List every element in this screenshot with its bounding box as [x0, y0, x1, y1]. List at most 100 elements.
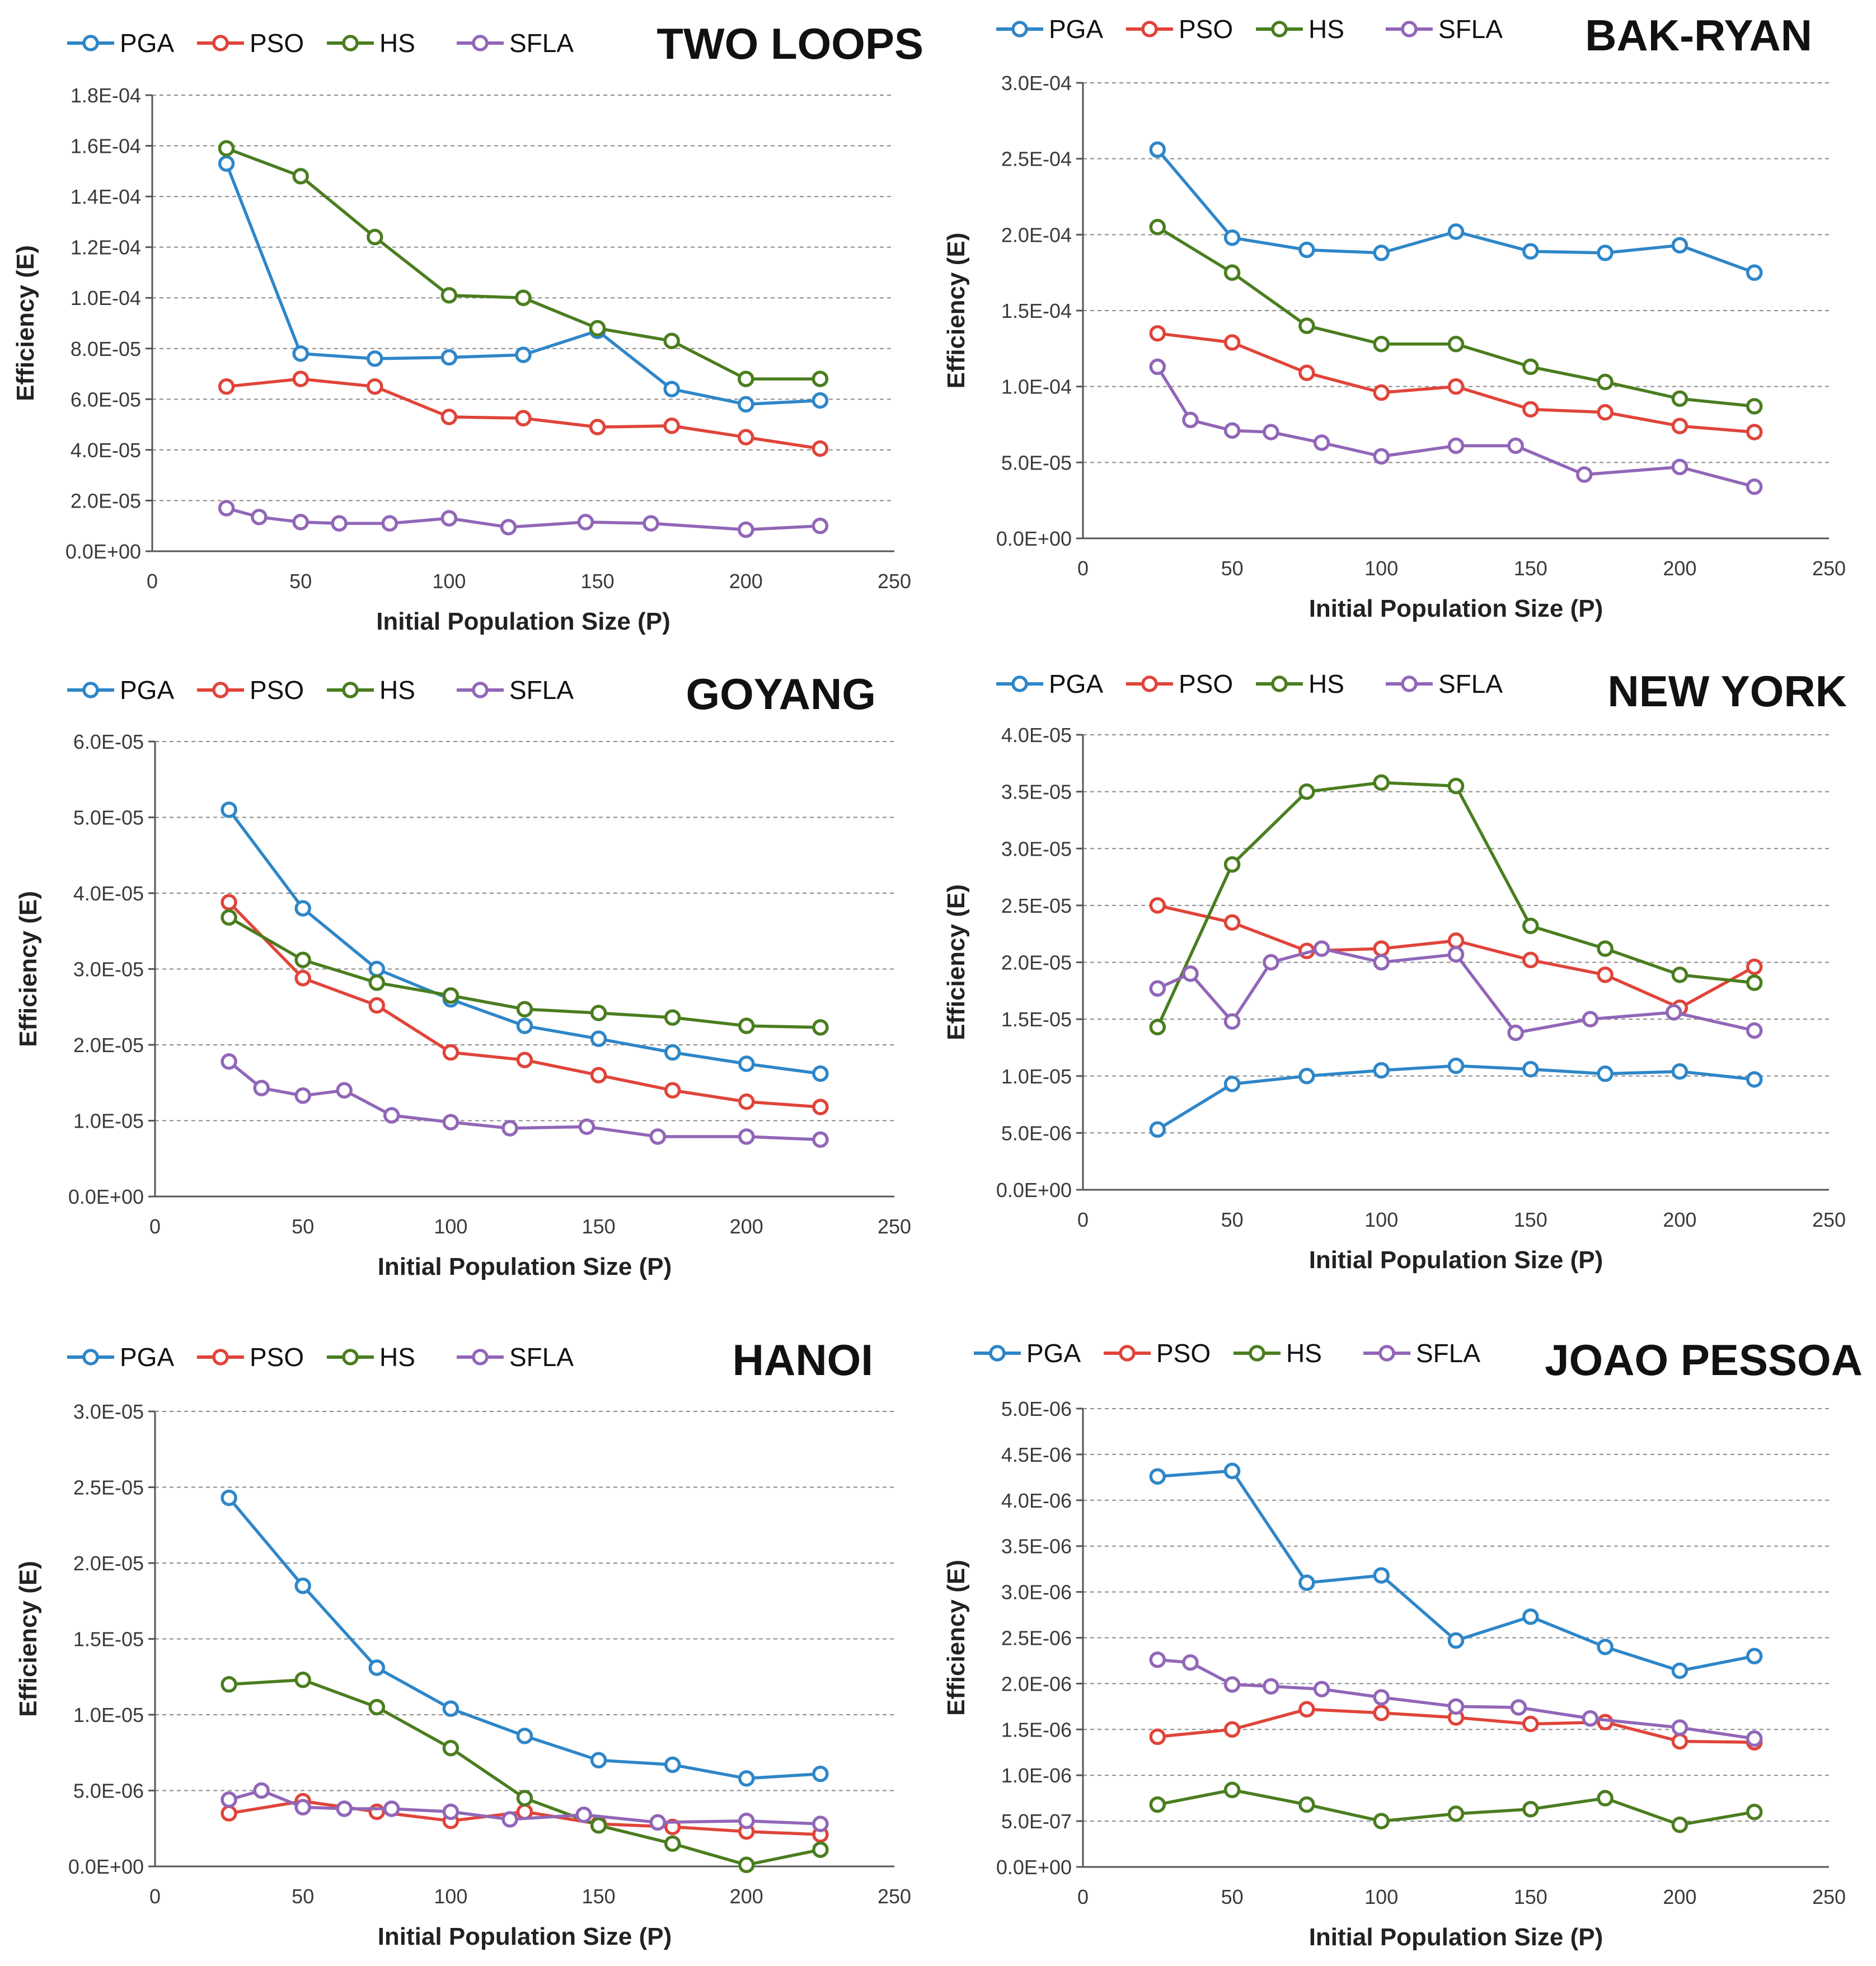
data-point-hs — [1597, 1790, 1614, 1807]
data-point-sfla — [1507, 1024, 1524, 1041]
y-tick-label: 1.4E-04 — [71, 185, 141, 208]
data-point-pso — [516, 1803, 533, 1820]
y-tick-label: 2.5E-05 — [1001, 894, 1072, 917]
data-point-pso — [738, 1093, 755, 1110]
x-tick-label: 250 — [1812, 1885, 1846, 1908]
data-point-pso — [1597, 1714, 1614, 1730]
y-axis-title: Efficiency (E) — [942, 1560, 970, 1716]
data-point-hs — [664, 1009, 681, 1026]
data-point-hs — [1223, 264, 1241, 281]
data-point-pso — [440, 409, 458, 425]
data-point-pga — [1149, 141, 1166, 158]
y-tick-label: 2.0E-05 — [73, 1034, 144, 1057]
data-point-pga — [1298, 1068, 1315, 1085]
data-point-pga — [1597, 1639, 1614, 1655]
data-point-hs — [1597, 373, 1614, 391]
data-point-pga — [1223, 1076, 1241, 1092]
x-tick-label: 50 — [1221, 557, 1244, 580]
data-point-sfla — [442, 1114, 459, 1130]
y-tick-label: 2.5E-04 — [1001, 148, 1072, 171]
legend-marker-hs — [342, 682, 359, 698]
legend-label-pso: PSO — [1156, 1339, 1211, 1368]
legend-marker-hs — [342, 35, 359, 51]
data-point-pso — [292, 370, 309, 387]
data-point-pga — [1447, 223, 1465, 240]
data-point-pga — [440, 349, 458, 366]
data-point-pso — [1671, 1733, 1689, 1750]
data-point-sfla — [1746, 1730, 1763, 1747]
data-point-pga — [368, 1659, 386, 1676]
x-tick-label: 200 — [729, 570, 763, 593]
data-point-sfla — [1373, 448, 1390, 465]
legend-marker-pga — [82, 682, 99, 698]
data-point-sfla — [501, 1120, 518, 1137]
data-point-sfla — [1182, 965, 1199, 982]
x-tick-label: 250 — [878, 1215, 911, 1238]
legend-marker-sfla — [1401, 21, 1418, 37]
data-point-sfla — [577, 514, 594, 531]
legend-marker-pga — [1011, 675, 1028, 692]
data-point-pso — [1149, 897, 1166, 914]
data-point-sfla — [1746, 478, 1763, 495]
data-point-sfla — [1665, 1004, 1682, 1021]
x-axis-title: Initial Population Size (P) — [378, 1253, 672, 1280]
data-point-hs — [738, 1856, 755, 1874]
data-point-pga — [221, 801, 237, 818]
y-tick-label: 3.0E-06 — [1001, 1581, 1072, 1604]
data-point-hs — [1746, 398, 1763, 415]
data-point-pso — [1671, 417, 1689, 434]
data-point-sfla — [336, 1800, 353, 1817]
chart-panel-5: 0.0E+00 5.0E-06 1.0E-05 1.5E-05 2.0E-05 2.5E-… — [15, 1335, 911, 1950]
y-tick-label: 4.0E-05 — [1001, 724, 1072, 747]
x-tick-label: 0 — [149, 1885, 161, 1908]
legend-label-hs: HS — [379, 675, 415, 705]
data-point-sfla — [1671, 458, 1689, 476]
data-point-pso — [1522, 951, 1539, 969]
data-point-sfla — [1447, 437, 1465, 454]
y-tick-label: 1.8E-04 — [71, 84, 141, 107]
x-axis-title: Initial Population Size (P) — [1309, 1923, 1603, 1951]
data-point-hs — [738, 1017, 755, 1034]
x-tick-label: 200 — [1663, 1885, 1696, 1908]
x-tick-label: 250 — [1812, 557, 1846, 580]
data-point-sfla — [383, 1800, 400, 1817]
data-point-pga — [1149, 1121, 1166, 1138]
legend-marker-pso — [212, 682, 229, 698]
data-point-hs — [221, 909, 237, 926]
data-point-pga — [515, 346, 532, 363]
data-point-pga — [1522, 1061, 1539, 1078]
data-point-hs — [1447, 777, 1465, 795]
data-point-sfla — [1510, 1699, 1527, 1716]
data-point-pga — [294, 1577, 311, 1594]
legend-label-pso: PSO — [1179, 15, 1233, 44]
data-point-pso — [1298, 364, 1315, 381]
data-point-sfla — [1263, 1678, 1279, 1695]
data-point-sfla — [294, 1799, 311, 1816]
data-point-sfla — [649, 1128, 667, 1145]
chart-panel-6: 0.0E+00 5.0E-07 1.0E-06 1.5E-06 2.0E-06 2.5E-… — [942, 1335, 1863, 1951]
y-axis-title: Efficiency (E) — [12, 245, 39, 401]
data-point-pga — [1746, 1071, 1763, 1088]
data-point-hs — [218, 140, 235, 157]
data-point-sfla — [251, 509, 268, 525]
y-tick-label: 5.0E-05 — [1001, 451, 1072, 474]
y-tick-label: 1.0E-04 — [1001, 376, 1072, 398]
data-point-hs — [1447, 335, 1465, 353]
data-point-pga — [1373, 1567, 1390, 1584]
legend-label-pso: PSO — [250, 675, 304, 705]
data-point-sfla — [1447, 946, 1465, 963]
data-point-sfla — [1746, 1022, 1763, 1039]
x-tick-label: 50 — [289, 570, 312, 593]
data-point-pga — [221, 1489, 237, 1507]
data-point-pga — [664, 1756, 681, 1773]
data-point-sfla — [292, 514, 309, 531]
data-point-sfla — [1313, 1681, 1330, 1697]
data-point-pga — [1223, 229, 1241, 246]
data-point-hs — [1522, 358, 1539, 376]
data-point-pga — [1223, 1462, 1241, 1480]
data-point-hs — [1746, 1803, 1763, 1820]
x-tick-label: 250 — [878, 570, 911, 593]
data-point-sfla — [738, 1128, 755, 1145]
y-tick-label: 0.0E+00 — [996, 1856, 1072, 1879]
